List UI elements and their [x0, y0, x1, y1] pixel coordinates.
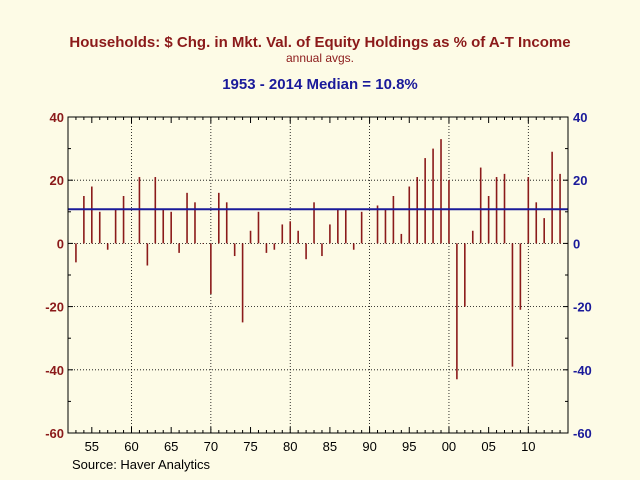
- bar: [543, 218, 545, 244]
- source-note: Source: Haver Analytics: [72, 457, 211, 472]
- bar: [376, 205, 379, 244]
- y-tick-label-left: 40: [50, 110, 64, 125]
- bar: [313, 202, 315, 244]
- bar: [329, 224, 331, 244]
- bar: [432, 148, 434, 244]
- bar: [162, 208, 165, 244]
- bar: [249, 230, 252, 244]
- bar: [535, 202, 538, 244]
- plot-area: [68, 117, 568, 433]
- bar: [122, 196, 125, 244]
- bar: [130, 243, 133, 244]
- bar: [337, 208, 339, 244]
- bar: [384, 208, 387, 244]
- x-tick-label: 60: [124, 439, 138, 454]
- chart-subtitle: annual avgs.: [285, 51, 355, 65]
- bar: [202, 243, 204, 244]
- bar: [178, 243, 180, 253]
- bar: [400, 233, 403, 244]
- x-tick-label: 90: [362, 439, 376, 454]
- x-tick-label: 10: [521, 439, 535, 454]
- x-tick-label: 05: [481, 439, 495, 454]
- y-tick-label-right: -20: [573, 300, 592, 315]
- bar: [471, 230, 474, 244]
- y-tick-label-left: -40: [45, 363, 64, 378]
- y-tick-label-right: -60: [573, 426, 592, 441]
- bar: [479, 167, 482, 244]
- bar: [170, 211, 172, 244]
- bar: [519, 243, 522, 310]
- bar: [352, 243, 355, 250]
- chart-title: Households: $ Chg. in Mkt. Val. of Equit…: [69, 34, 571, 51]
- x-tick-label: 70: [204, 439, 218, 454]
- bar: [146, 243, 149, 266]
- bar: [281, 224, 284, 244]
- bar: [225, 202, 228, 244]
- x-tick-label: 95: [402, 439, 416, 454]
- x-tick-label: 80: [283, 439, 297, 454]
- bar: [98, 211, 101, 244]
- bar: [233, 243, 236, 257]
- y-tick-label-right: 20: [573, 173, 587, 188]
- y-tick-label-right: -40: [573, 363, 592, 378]
- bar: [392, 196, 395, 244]
- x-tick-label: 85: [323, 439, 337, 454]
- bar: [360, 211, 363, 244]
- bar: [448, 180, 450, 244]
- bar: [217, 192, 220, 244]
- bar: [424, 158, 426, 244]
- bar: [511, 243, 514, 367]
- y-tick-label-left: -60: [45, 426, 64, 441]
- x-tick-label: 65: [164, 439, 178, 454]
- bar: [114, 208, 117, 244]
- bar: [368, 243, 371, 244]
- median-label: 1953 - 2014 Median = 10.8%: [222, 76, 418, 93]
- y-tick-label-left: 20: [50, 173, 64, 188]
- x-tick-label: 00: [442, 439, 456, 454]
- x-tick-label: 75: [243, 439, 257, 454]
- bar: [305, 243, 307, 260]
- bar: [106, 243, 109, 250]
- y-tick-label-right: 40: [573, 110, 587, 125]
- bar: [241, 243, 244, 323]
- bar: [257, 211, 260, 244]
- bar: [551, 151, 553, 244]
- x-tick-label: 55: [85, 439, 99, 454]
- bar: [440, 139, 442, 244]
- y-tick-label-left: -20: [45, 300, 64, 315]
- bar: [194, 202, 196, 244]
- bar: [265, 243, 268, 253]
- bar: [210, 243, 212, 294]
- bar: [408, 186, 411, 244]
- bar: [487, 196, 490, 244]
- bar: [297, 230, 299, 244]
- bar: [321, 243, 323, 257]
- bar: [456, 243, 458, 380]
- bar: [344, 208, 347, 244]
- bar: [464, 243, 466, 307]
- y-tick-label-left: 0: [57, 236, 64, 251]
- bar: [75, 243, 77, 263]
- bar: [273, 243, 276, 250]
- y-tick-label-right: 0: [573, 236, 580, 251]
- bar: [91, 186, 93, 244]
- bar: [186, 192, 188, 244]
- bar: [289, 221, 292, 244]
- bar: [83, 196, 85, 244]
